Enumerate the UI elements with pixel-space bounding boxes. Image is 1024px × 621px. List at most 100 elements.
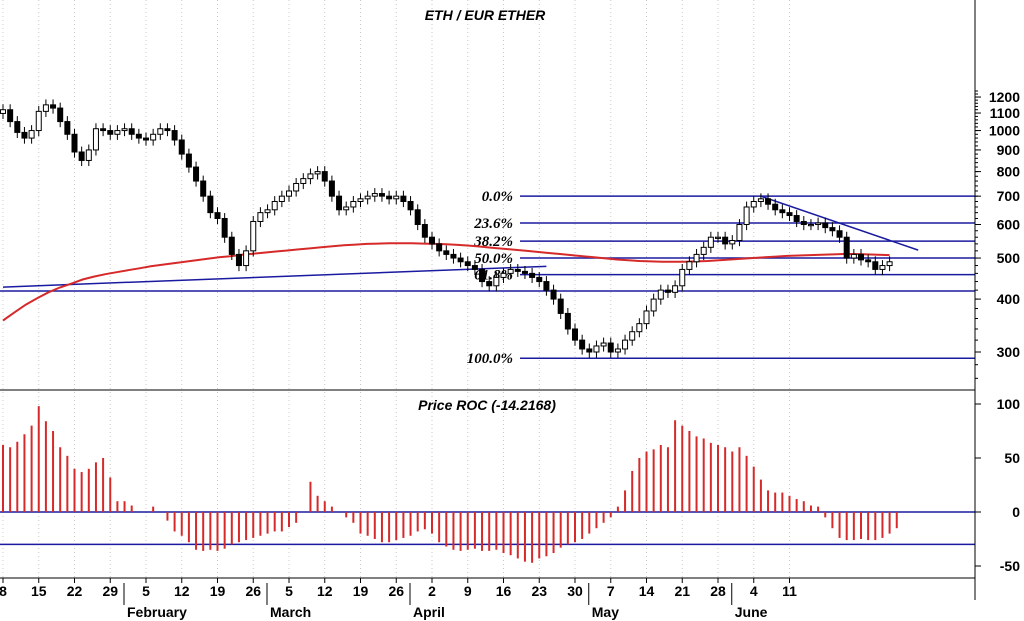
candle [822, 217, 829, 234]
roc-tick-label: 100 [997, 396, 1021, 412]
month-label: June [735, 604, 768, 620]
candle [50, 99, 57, 114]
candle [829, 222, 836, 237]
x-tick-label: 28 [710, 583, 726, 599]
candle [100, 123, 107, 137]
candle [293, 178, 300, 197]
candle [436, 238, 443, 257]
trendlines [2, 195, 919, 288]
candle [743, 201, 750, 231]
candle [264, 204, 271, 219]
roc-bar-series [2, 406, 898, 563]
moving-average-line [2, 242, 890, 322]
candle [457, 252, 464, 268]
x-tick-label: 5 [142, 583, 150, 599]
candlestick-series [0, 99, 893, 358]
candle [85, 144, 92, 167]
candle [557, 293, 564, 320]
roc-tick-label: 0 [1012, 504, 1020, 520]
x-tick-label: 19 [210, 583, 226, 599]
x-tick-label: 11 [782, 583, 797, 599]
candle [78, 146, 85, 167]
candle [679, 263, 686, 292]
candle [765, 193, 772, 210]
candle [321, 166, 328, 187]
roc-tick-label: 50 [1004, 450, 1020, 466]
candle [235, 248, 242, 272]
candle [150, 128, 157, 146]
candle [586, 343, 593, 358]
x-tick-label: 22 [67, 583, 83, 599]
price-tick-label: 600 [997, 217, 1021, 233]
candle [865, 254, 872, 268]
x-tick-label: 26 [388, 583, 404, 599]
candle [529, 267, 536, 284]
roc-panel: Price ROC (-14.2168) 100 50 0 -50 [0, 396, 1020, 574]
candle [300, 173, 307, 190]
candle [328, 175, 335, 202]
candle [164, 123, 171, 137]
candle [815, 217, 822, 231]
candle [543, 276, 550, 296]
month-label: March [270, 604, 311, 620]
candle [35, 105, 42, 137]
x-tick-label: 7 [607, 583, 615, 599]
candle [550, 284, 557, 305]
candle [779, 204, 786, 219]
candle [14, 116, 21, 139]
candle [343, 201, 350, 216]
fibonacci-label: 23.6% [473, 216, 513, 232]
price-tick-label: 400 [997, 291, 1021, 307]
price-tick-label: 900 [997, 142, 1021, 158]
candle [757, 193, 764, 208]
candle [572, 323, 578, 346]
candle [643, 305, 650, 330]
candle [393, 190, 400, 205]
candle [729, 235, 736, 250]
candle [607, 337, 614, 358]
candle [450, 248, 457, 264]
candle [107, 125, 114, 140]
month-label: February [127, 604, 187, 620]
candle [400, 190, 407, 208]
candle [421, 219, 428, 243]
x-tick-label: 26 [245, 583, 261, 599]
x-tick-label: 19 [353, 583, 369, 599]
price-tick-label: 300 [997, 344, 1021, 360]
price-tick-label: 500 [997, 250, 1021, 266]
candle [858, 248, 864, 266]
candle [593, 340, 600, 358]
candle [672, 280, 679, 298]
candle [800, 216, 807, 231]
candle [715, 231, 721, 243]
candle [92, 123, 99, 156]
candle [7, 104, 14, 128]
x-tick-label: 16 [496, 583, 512, 599]
candle [843, 231, 850, 264]
candle [157, 123, 164, 140]
candle [772, 198, 779, 216]
candle [564, 307, 571, 335]
candle [507, 263, 514, 279]
candle [664, 284, 671, 298]
price-tick-label: 800 [997, 164, 1021, 180]
candle [793, 210, 800, 228]
candle [364, 190, 371, 205]
x-tick-label: 9 [464, 583, 472, 599]
candle [121, 123, 128, 137]
x-tick-label: 2 [428, 583, 436, 599]
x-tick-label: 23 [531, 583, 547, 599]
candle [657, 284, 664, 305]
candle [407, 196, 414, 216]
candle [278, 190, 285, 208]
candle [350, 196, 357, 213]
x-axis: 8 15 22 29 5 12 19 26 5 12 19 26 2 9 16 23 30 7 14 21 28 4 11F… [0, 578, 797, 620]
candle [71, 128, 78, 158]
candle [386, 190, 393, 205]
x-tick-label: 5 [285, 583, 293, 599]
candle [700, 241, 707, 261]
price-tick-label: 1200 [989, 89, 1020, 105]
candle [250, 216, 257, 257]
